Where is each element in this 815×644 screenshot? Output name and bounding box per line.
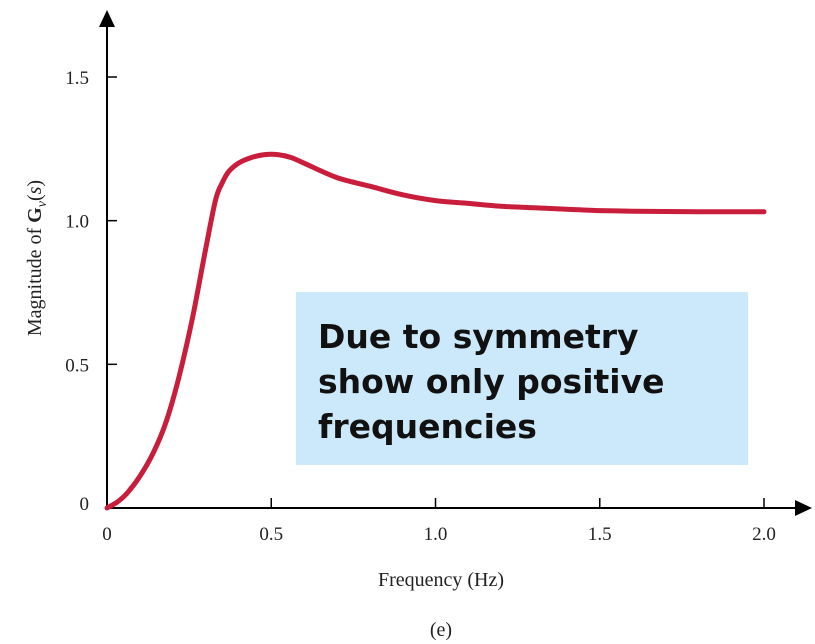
y-axis-title-subscript: v bbox=[35, 200, 50, 207]
symmetry-callout: Due to symmetry show only positive frequ… bbox=[296, 292, 748, 465]
figure-caption: (e) bbox=[430, 619, 452, 641]
y-axis-arrowhead bbox=[99, 10, 115, 27]
magnitude-curve bbox=[104, 151, 767, 511]
y-tick-label: 0 bbox=[80, 494, 90, 515]
x-tick-label: 2.0 bbox=[752, 524, 776, 545]
y-tick-label: 1.5 bbox=[65, 68, 89, 89]
y-axis-title-prefix: Magnitude of bbox=[24, 223, 46, 336]
y-axis-title-arg: s bbox=[24, 186, 46, 194]
x-tick-label: 0 bbox=[102, 524, 112, 545]
y-axis-title-symbol: G bbox=[24, 207, 46, 223]
x-axis-title: Frequency (Hz) bbox=[378, 569, 504, 591]
y-tick-label: 0.5 bbox=[65, 355, 89, 376]
y-axis-title-close-paren: ) bbox=[24, 180, 46, 187]
x-tick-label: 1.5 bbox=[588, 524, 612, 545]
y-axis-ticks: 0 0.5 1.0 1.5 bbox=[65, 68, 117, 515]
callout-line-2: show only positive bbox=[318, 362, 665, 401]
x-tick-label: 1.0 bbox=[424, 524, 448, 545]
axes bbox=[99, 10, 812, 516]
x-axis-arrowhead bbox=[795, 500, 812, 516]
callout-line-3: frequencies bbox=[318, 407, 537, 446]
series-layer bbox=[104, 151, 767, 511]
callout-line-1: Due to symmetry bbox=[318, 317, 639, 356]
x-axis-ticks: 0 0.5 1.0 1.5 2.0 bbox=[102, 498, 776, 545]
y-tick-label: 1.0 bbox=[65, 212, 89, 233]
y-axis-title: Magnitude of Gv(s) bbox=[24, 180, 50, 336]
y-axis-title-open-paren: ( bbox=[24, 194, 46, 201]
x-tick-label: 0.5 bbox=[259, 524, 283, 545]
